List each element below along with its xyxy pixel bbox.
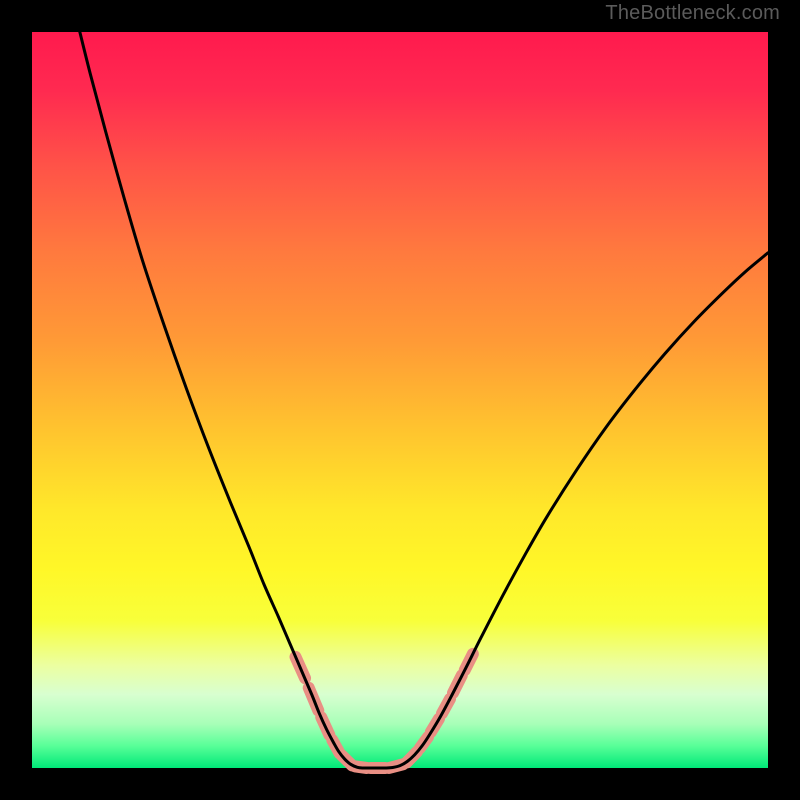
chart-frame: TheBottleneck.com	[0, 0, 800, 800]
watermark-text: TheBottleneck.com	[605, 2, 780, 25]
chart-svg	[0, 0, 800, 800]
plot-area	[0, 0, 800, 800]
gradient-background	[32, 32, 768, 768]
